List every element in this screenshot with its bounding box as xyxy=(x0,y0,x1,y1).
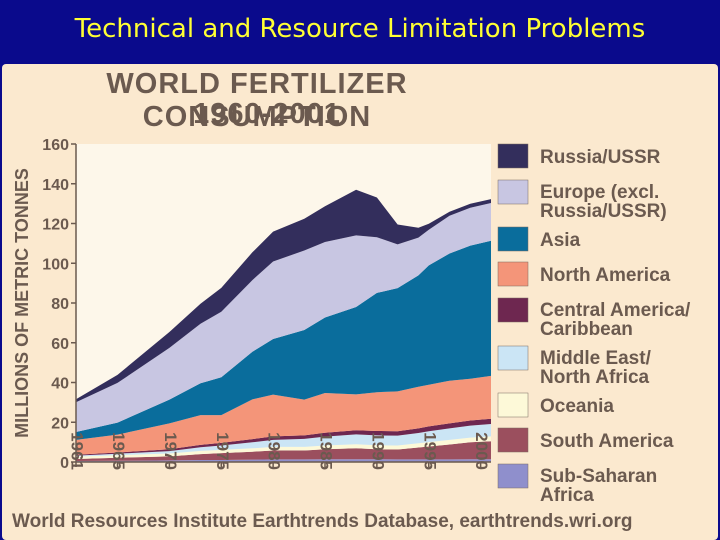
legend-label-sub-saharan-africa: Sub-Saharan xyxy=(540,466,657,487)
legend-label-central-america-caribbean: Central America/ xyxy=(540,300,691,321)
area-russia-ussr xyxy=(76,189,491,403)
legend-swatch-sub-saharan-africa xyxy=(497,463,529,489)
legend-label-russia-ussr: Russia/USSR xyxy=(540,147,661,168)
y-tick-label: 0 xyxy=(60,455,69,472)
x-tick-label: 1961 xyxy=(68,432,87,470)
y-tick-label: 80 xyxy=(51,296,69,313)
legend-swatch-middle-east-north-africa xyxy=(497,345,529,371)
legend-swatch-asia xyxy=(497,226,529,252)
area-south-america xyxy=(76,441,491,461)
legend-swatch-russia-ussr xyxy=(497,143,529,169)
legend-label-central-america-caribbean: Caribbean xyxy=(540,319,633,340)
legend-label-oceania: Oceania xyxy=(540,396,614,417)
legend-label-middle-east-north-africa: North Africa xyxy=(540,367,650,388)
x-tick-label: 1975 xyxy=(213,432,232,470)
x-tick-label: 1995 xyxy=(420,432,439,470)
y-tick-label: 100 xyxy=(42,256,69,273)
x-tick-label: 1990 xyxy=(368,432,387,470)
area-europe-excl-russia-ussr xyxy=(76,203,491,432)
source-credit: World Resources Institute Earthtrends Da… xyxy=(12,511,633,532)
legend-label-asia: Asia xyxy=(540,230,581,251)
y-axis-title: MILLIONS OF METRIC TONNES xyxy=(12,168,32,438)
chart-subtitle: 1960-2001 xyxy=(193,98,341,130)
legend-label-sub-saharan-africa: Africa xyxy=(540,485,594,506)
legend-swatch-central-america-caribbean xyxy=(497,297,529,323)
legend-swatch-south-america xyxy=(497,427,529,453)
y-tick-label: 140 xyxy=(42,177,69,194)
legend-label-europe-excl-russia-ussr: Europe (excl. xyxy=(540,182,659,203)
chart-panel: WORLD FERTILIZER CONSUMPTION 1960-2001 0… xyxy=(2,64,718,540)
y-tick-label: 40 xyxy=(51,376,69,393)
area-asia xyxy=(76,240,491,440)
x-tick-label: 1970 xyxy=(161,432,180,470)
y-tick-label: 60 xyxy=(51,336,69,353)
legend-swatch-north-america xyxy=(497,261,529,287)
stacked-area-chart: 0 20 40 60 80 100 120 140 160 MILLIONS OF METRIC … xyxy=(12,137,691,506)
area-central-america-caribbean xyxy=(76,418,491,456)
legend-label-middle-east-north-africa: Middle East/ xyxy=(540,348,652,369)
x-tick-label: 1965 xyxy=(109,432,128,470)
area-oceania xyxy=(76,436,491,459)
legend-swatch-europe-excl-russia-ussr xyxy=(497,179,529,205)
y-tick-label: 120 xyxy=(42,217,69,234)
chart-title: WORLD FERTILIZER CONSUMPTION xyxy=(106,68,408,133)
slide-title: Technical and Resource Limitation Proble… xyxy=(74,14,646,44)
area-middle-east-north-africa xyxy=(76,424,491,457)
area-north-america xyxy=(76,375,491,455)
legend-label-north-america: North America xyxy=(540,265,671,286)
y-tick-label: 20 xyxy=(51,415,69,432)
x-tick-label: 2000 xyxy=(472,432,491,470)
x-tick-label: 1985 xyxy=(317,432,336,470)
legend-label-south-america: South America xyxy=(540,431,674,452)
legend-label-europe-excl-russia-ussr: Russia/USSR) xyxy=(540,201,667,222)
x-tick-label: 1980 xyxy=(265,432,284,470)
y-tick-label: 160 xyxy=(42,137,69,154)
legend-swatch-oceania xyxy=(497,392,529,418)
